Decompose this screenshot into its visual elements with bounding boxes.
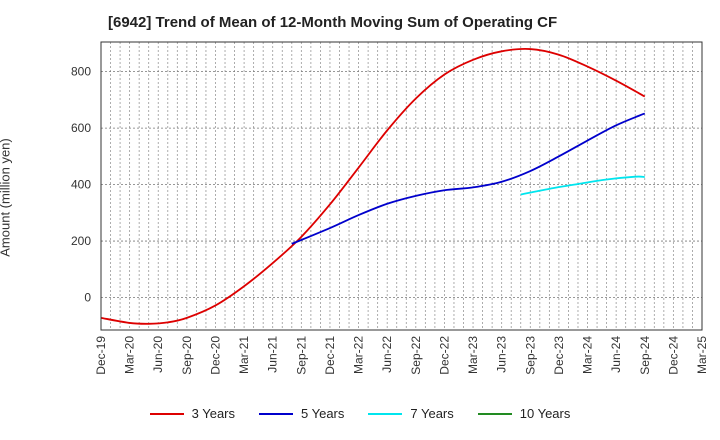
legend-swatch xyxy=(149,412,184,415)
y-tick-label: 0 xyxy=(84,291,91,305)
x-tick-label: Sep-22 xyxy=(409,336,423,375)
x-tick-label: Jun-22 xyxy=(380,336,394,373)
x-tick-label: Dec-20 xyxy=(208,336,222,375)
x-tick-label: Sep-21 xyxy=(294,336,308,375)
legend-label: 10 Years xyxy=(519,406,571,421)
legend-item: 7 Years xyxy=(368,406,454,421)
legend-item: 10 Years xyxy=(477,406,571,421)
legend-label: 7 Years xyxy=(410,406,454,421)
legend-item: 3 Years xyxy=(149,406,235,421)
x-tick-labels: Dec-19 Mar-20 Jun-20 Sep-20 Dec-20 Mar-21 Jun-… xyxy=(94,336,709,375)
x-tick-label: Jun-23 xyxy=(495,336,509,373)
series-lines xyxy=(100,48,646,325)
series-line-5-years xyxy=(291,112,646,245)
y-tick-labels: 0 200 400 600 800 xyxy=(71,65,91,305)
y-tick-label: 400 xyxy=(71,178,91,192)
legend-swatch xyxy=(477,412,512,415)
x-tick-label: Sep-24 xyxy=(638,336,652,375)
x-tick-label: Mar-20 xyxy=(123,336,137,374)
legend-label: 3 Years xyxy=(191,406,235,421)
x-tick-label: Jun-24 xyxy=(609,336,623,373)
series-line-3-years xyxy=(100,48,646,325)
x-tick-label: Jun-20 xyxy=(151,336,165,373)
x-tick-label: Mar-25 xyxy=(695,336,709,374)
y-tick-label: 200 xyxy=(71,234,91,248)
legend-item: 5 Years xyxy=(259,406,344,421)
x-tick-label: Dec-22 xyxy=(437,336,451,375)
plot-frame xyxy=(100,41,703,331)
x-tick-label: Dec-19 xyxy=(94,336,108,375)
x-tick-label: Sep-20 xyxy=(180,336,194,375)
x-tick-label: Jun-21 xyxy=(266,336,280,373)
x-tick-label: Dec-21 xyxy=(323,336,337,375)
x-tick-label: Mar-22 xyxy=(352,336,366,374)
legend-swatch xyxy=(368,412,403,415)
chart-title: [6942] Trend of Mean of 12-Month Moving … xyxy=(108,14,558,31)
x-tick-label: Mar-23 xyxy=(466,336,480,374)
y-tick-label: 800 xyxy=(71,65,91,79)
grid-lines xyxy=(101,42,702,330)
legend-swatch xyxy=(259,412,293,415)
x-tick-label: Dec-23 xyxy=(552,336,566,375)
legend: 3 Years 5 Years 7 Years 10 Years xyxy=(0,406,720,421)
series-line-7-years xyxy=(520,175,645,196)
y-tick-label: 600 xyxy=(71,121,91,135)
x-tick-label: Dec-24 xyxy=(666,336,680,375)
x-tick-label: Mar-24 xyxy=(581,336,595,374)
x-tick-label: Mar-21 xyxy=(237,336,251,374)
legend-label: 5 Years xyxy=(301,406,345,421)
x-tick-label: Sep-23 xyxy=(523,336,537,375)
